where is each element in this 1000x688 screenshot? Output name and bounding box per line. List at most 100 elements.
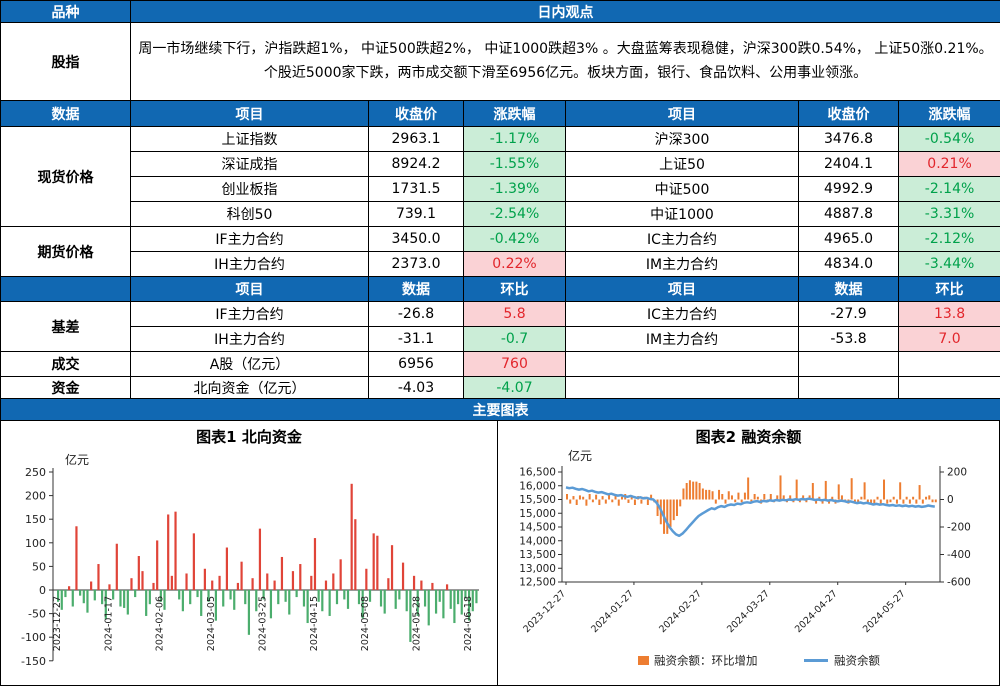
svg-text:-400: -400 — [947, 549, 971, 561]
table-row: 成交 A股（亿元） 6956 760 — [1, 352, 1000, 377]
contract-name: IC主力合约 — [566, 302, 799, 327]
change-pct: 0.21% — [899, 152, 1000, 177]
svg-text:2024-03-27: 2024-03-27 — [725, 588, 772, 635]
close-price: 2404.1 — [799, 152, 899, 177]
chart2-svg: 12,50013,00013,50014,00014,50015,00015,5… — [498, 448, 999, 684]
index-name: 创业板指 — [131, 177, 369, 202]
funds-section-label: 资金 — [1, 377, 131, 399]
svg-text:-200: -200 — [947, 522, 971, 534]
table-row: IH主力合约 2373.0 0.22% IM主力合约 4834.0 -3.44% — [1, 252, 1000, 277]
index-commentary-text: 周一市场继续下行，沪指跌超1%， 中证500跌超2%， 中证1000跌超3% 。… — [131, 23, 1000, 101]
change-pct: -2.14% — [899, 177, 1000, 202]
close-price: 4887.8 — [799, 202, 899, 227]
svg-text:融资余额：环比增加: 融资余额：环比增加 — [654, 654, 758, 668]
col-header-close: 收盘价 — [799, 101, 899, 127]
col-header-change: 涨跌幅 — [464, 101, 566, 127]
svg-text:2024-03-05: 2024-03-05 — [206, 596, 217, 651]
svg-text:16,000: 16,000 — [519, 480, 556, 492]
chart2-title: 图表2 融资余额 — [498, 421, 999, 448]
empty-cell — [799, 352, 899, 377]
change-pct: -0.54% — [899, 127, 1000, 152]
svg-text:-600: -600 — [947, 577, 971, 589]
contract-name: IH主力合约 — [131, 252, 369, 277]
basis-value: -26.8 — [369, 302, 464, 327]
svg-text:2024-05-08: 2024-05-08 — [360, 596, 371, 651]
svg-text:亿元: 亿元 — [568, 448, 592, 463]
svg-text:融资余额: 融资余额 — [834, 654, 880, 668]
volume-change: 760 — [464, 352, 566, 377]
svg-text:0: 0 — [39, 584, 46, 597]
col-header-mom: 环比 — [899, 277, 1000, 302]
contract-name: IM主力合约 — [566, 327, 799, 352]
funds-value: -4.03 — [369, 377, 464, 399]
table-row: 现货价格 上证指数 2963.1 -1.17% 沪深300 3476.8 -0.… — [1, 127, 1000, 152]
change-pct: -1.17% — [464, 127, 566, 152]
table-row: 创业板指 1731.5 -1.39% 中证500 4992.9 -2.14% — [1, 177, 1000, 202]
col-header-change: 涨跌幅 — [899, 101, 1000, 127]
svg-text:200: 200 — [947, 467, 967, 479]
data-section-header: 数据 — [1, 101, 131, 127]
empty-cell — [799, 377, 899, 399]
close-price: 4965.0 — [799, 227, 899, 252]
commentary-row-label: 股指 — [1, 23, 131, 101]
daily-report-table: 品种 日内观点 股指 周一市场继续下行，沪指跌超1%， 中证500跌超2%， 中… — [0, 0, 1000, 421]
svg-text:2024-06-18: 2024-06-18 — [463, 596, 474, 651]
table-row: 资金 北向资金（亿元） -4.03 -4.07 — [1, 377, 1000, 399]
funds-item-name: 北向资金（亿元） — [131, 377, 369, 399]
col-header-item: 项目 — [566, 101, 799, 127]
table-row: 科创50 739.1 -2.54% 中证1000 4887.8 -3.31% — [1, 202, 1000, 227]
basis-change: 7.0 — [899, 327, 1000, 352]
svg-text:16,500: 16,500 — [519, 467, 556, 479]
basis-change: 5.8 — [464, 302, 566, 327]
intraday-view-header: 日内观点 — [131, 1, 1000, 23]
svg-text:2024-01-17: 2024-01-17 — [103, 596, 114, 651]
empty-header-cell — [1, 277, 131, 302]
chart1-title: 图表1 北向资金 — [1, 421, 497, 448]
variety-header-cell: 品种 — [1, 1, 131, 23]
basis-value: -53.8 — [799, 327, 899, 352]
index-name: 中证500 — [566, 177, 799, 202]
svg-text:2023-12-27: 2023-12-27 — [52, 596, 63, 651]
empty-cell — [566, 352, 799, 377]
basis-section-label: 基差 — [1, 302, 131, 352]
table-row: 期货价格 IF主力合约 3450.0 -0.42% IC主力合约 4965.0 … — [1, 227, 1000, 252]
close-price: 4992.9 — [799, 177, 899, 202]
close-price: 8924.2 — [369, 152, 464, 177]
basis-change: 13.8 — [899, 302, 1000, 327]
col-header-item: 项目 — [131, 101, 369, 127]
svg-text:2024-02-27: 2024-02-27 — [657, 588, 704, 635]
svg-text:2024-04-27: 2024-04-27 — [793, 588, 840, 635]
contract-name: IC主力合约 — [566, 227, 799, 252]
col-header-mom: 环比 — [464, 277, 566, 302]
svg-text:-100: -100 — [21, 631, 46, 644]
svg-text:2023-12-27: 2023-12-27 — [521, 588, 568, 635]
index-name: 上证50 — [566, 152, 799, 177]
close-price: 3476.8 — [799, 127, 899, 152]
close-price: 2963.1 — [369, 127, 464, 152]
volume-section-label: 成交 — [1, 352, 131, 377]
close-price: 739.1 — [369, 202, 464, 227]
col-header-item: 项目 — [131, 277, 369, 302]
change-pct: -1.39% — [464, 177, 566, 202]
svg-text:0: 0 — [947, 494, 954, 506]
svg-text:200: 200 — [25, 490, 46, 503]
change-pct: -1.55% — [464, 152, 566, 177]
contract-name: IF主力合约 — [131, 302, 369, 327]
index-name: 沪深300 — [566, 127, 799, 152]
close-price: 1731.5 — [369, 177, 464, 202]
table-row: 基差 IF主力合约 -26.8 5.8 IC主力合约 -27.9 13.8 — [1, 302, 1000, 327]
table-row: 深证成指 8924.2 -1.55% 上证50 2404.1 0.21% — [1, 152, 1000, 177]
svg-text:15,500: 15,500 — [519, 494, 556, 506]
futures-price-section-label: 期货价格 — [1, 227, 131, 277]
main-charts-header: 主要图表 — [1, 399, 1000, 421]
table-row: IH主力合约 -31.1 -0.7 IM主力合约 -53.8 7.0 — [1, 327, 1000, 352]
svg-text:2024-04-15: 2024-04-15 — [309, 596, 320, 651]
col-header-item: 项目 — [566, 277, 799, 302]
svg-text:-150: -150 — [21, 655, 46, 668]
change-pct: -3.31% — [899, 202, 1000, 227]
change-pct: 0.22% — [464, 252, 566, 277]
